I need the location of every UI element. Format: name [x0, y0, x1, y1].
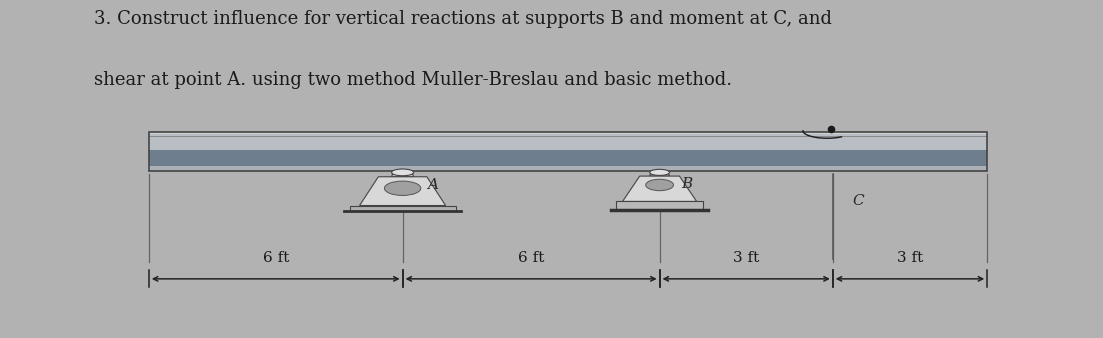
- Text: C: C: [853, 194, 865, 208]
- Bar: [149, 132, 987, 171]
- Text: shear at point A. using two method Muller-Breslau and basic method.: shear at point A. using two method Mulle…: [94, 71, 732, 89]
- Bar: [350, 206, 456, 211]
- Text: 3 ft: 3 ft: [733, 251, 759, 265]
- Circle shape: [392, 169, 414, 176]
- Bar: [149, 134, 987, 150]
- Ellipse shape: [384, 181, 420, 195]
- Polygon shape: [622, 176, 697, 201]
- Bar: [149, 166, 987, 171]
- Ellipse shape: [645, 179, 674, 191]
- Polygon shape: [360, 177, 446, 206]
- Text: 3 ft: 3 ft: [897, 251, 923, 265]
- Text: 3. Construct influence for vertical reactions at supports B and moment at C, and: 3. Construct influence for vertical reac…: [94, 10, 832, 28]
- Bar: [149, 132, 987, 136]
- Text: A: A: [427, 178, 438, 192]
- Polygon shape: [392, 171, 414, 177]
- Text: B: B: [682, 177, 693, 191]
- Text: 6 ft: 6 ft: [518, 251, 544, 265]
- Bar: [149, 150, 987, 166]
- Circle shape: [650, 169, 670, 175]
- Text: 6 ft: 6 ft: [263, 251, 289, 265]
- Polygon shape: [650, 171, 670, 176]
- Bar: [617, 201, 703, 210]
